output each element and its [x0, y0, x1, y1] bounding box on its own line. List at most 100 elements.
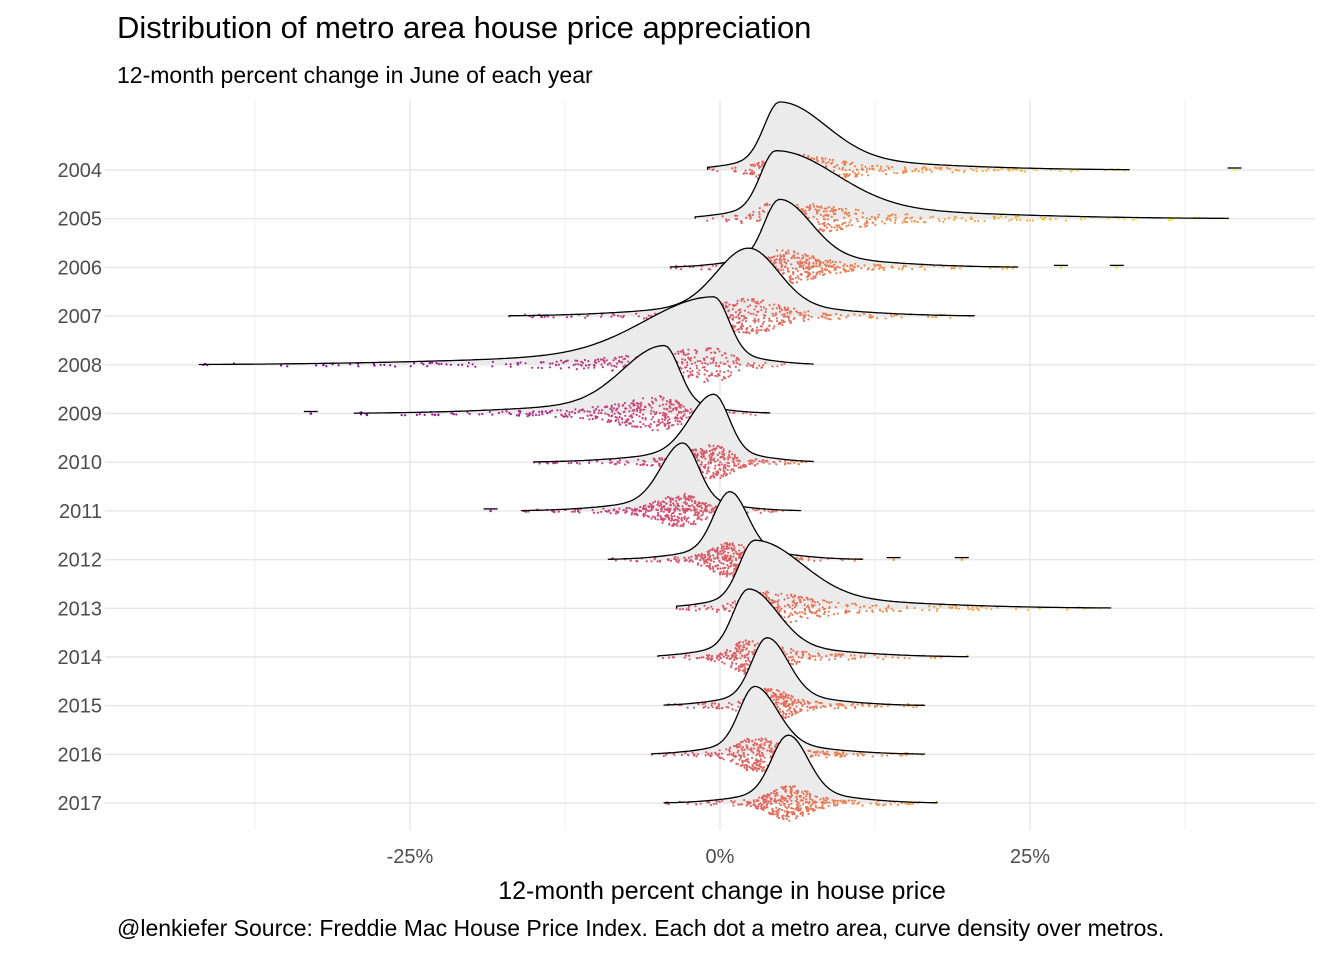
metro-dot [746, 760, 749, 763]
metro-dot [797, 463, 800, 466]
metro-dot [751, 756, 754, 760]
metro-dot [922, 220, 926, 224]
metro-dot [631, 509, 634, 512]
metro-dot [636, 508, 639, 511]
metro-dot [753, 643, 757, 646]
metro-dot [717, 463, 720, 467]
metro-dot [689, 367, 692, 370]
metro-dot [682, 525, 685, 528]
metro-dot [556, 409, 559, 412]
metro-dot [647, 424, 650, 427]
metro-dot [790, 310, 793, 313]
metro-dot [736, 328, 739, 331]
metro-dot [821, 269, 824, 272]
metro-dot [675, 406, 679, 410]
ridge-2008 [198, 296, 814, 384]
metro-dot [700, 564, 703, 567]
metro-dot [713, 702, 717, 705]
metro-dot [780, 264, 783, 267]
metro-dot [325, 365, 328, 368]
metro-dot [818, 603, 821, 606]
metro-dot [554, 415, 557, 418]
metro-dot [683, 656, 686, 659]
metro-dot [737, 314, 740, 317]
metro-dot [754, 509, 757, 512]
metro-dot [627, 461, 630, 464]
metro-dot [708, 449, 712, 452]
metro-dot [704, 560, 708, 563]
metro-dot [747, 311, 750, 314]
metro-dot [657, 500, 660, 503]
metro-dot [1008, 169, 1011, 172]
metro-dot [739, 326, 743, 329]
metro-dot [747, 362, 750, 365]
metro-dot [579, 416, 582, 420]
metro-dot [589, 414, 592, 417]
metro-dot [618, 356, 621, 359]
metro-dot [876, 704, 879, 708]
metro-dot [727, 706, 730, 709]
metro-dot [787, 252, 790, 255]
metro-dot [876, 164, 879, 167]
metro-dot [851, 702, 855, 706]
metro-dot [818, 209, 821, 212]
metro-dot [537, 366, 540, 369]
metro-dot [835, 654, 838, 658]
metro-dot [856, 611, 859, 614]
metro-dot [779, 710, 782, 713]
metro-dot [913, 169, 917, 172]
metro-dot [735, 762, 738, 765]
metro-dot [844, 611, 847, 615]
metro-dot [732, 360, 735, 363]
metro-dot [796, 269, 799, 272]
metro-dot [600, 412, 603, 415]
metro-dot [810, 315, 813, 319]
metro-dot [791, 281, 794, 285]
metro-dot [710, 357, 713, 360]
metro-dot [686, 409, 689, 413]
metro-dot [803, 261, 807, 264]
metro-dot [740, 747, 743, 750]
metro-dot [796, 556, 799, 560]
metro-dot [790, 659, 794, 662]
metro-dot [715, 608, 719, 611]
metro-dot [696, 510, 699, 514]
metro-dot [519, 409, 522, 413]
metro-dot [776, 603, 780, 606]
metro-dot [782, 254, 785, 257]
metro-dot [971, 606, 974, 609]
metro-dot [551, 510, 554, 513]
metro-dot [712, 359, 715, 362]
metro-dot [696, 371, 699, 374]
metro-dot [383, 363, 386, 366]
metro-dot [879, 264, 882, 267]
metro-dot [878, 169, 881, 172]
metro-dot [802, 264, 805, 267]
metro-dot [861, 211, 865, 215]
metro-dot [733, 755, 736, 758]
metro-dot [796, 252, 799, 255]
metro-dot [809, 610, 812, 614]
metro-dot [775, 703, 778, 706]
metro-dot [632, 400, 635, 403]
metro-dot [834, 657, 837, 661]
metro-dot [872, 263, 876, 266]
metro-dot [727, 309, 731, 312]
metro-dot [886, 704, 890, 708]
metro-dot [804, 314, 807, 317]
metro-dot [769, 257, 772, 260]
metro-dot [703, 503, 706, 506]
metro-dot [650, 508, 653, 511]
metro-dot [832, 210, 835, 213]
metro-dot [770, 694, 774, 697]
metro-dot [784, 717, 787, 720]
metro-dot [742, 643, 745, 647]
metro-dot [660, 507, 663, 510]
metro-dot [762, 364, 765, 367]
metro-dot [801, 611, 804, 614]
metro-dot [656, 460, 659, 463]
metro-dot [745, 648, 748, 651]
metro-dot [415, 413, 418, 416]
metro-dot [716, 654, 719, 657]
metro-dot [809, 207, 812, 210]
